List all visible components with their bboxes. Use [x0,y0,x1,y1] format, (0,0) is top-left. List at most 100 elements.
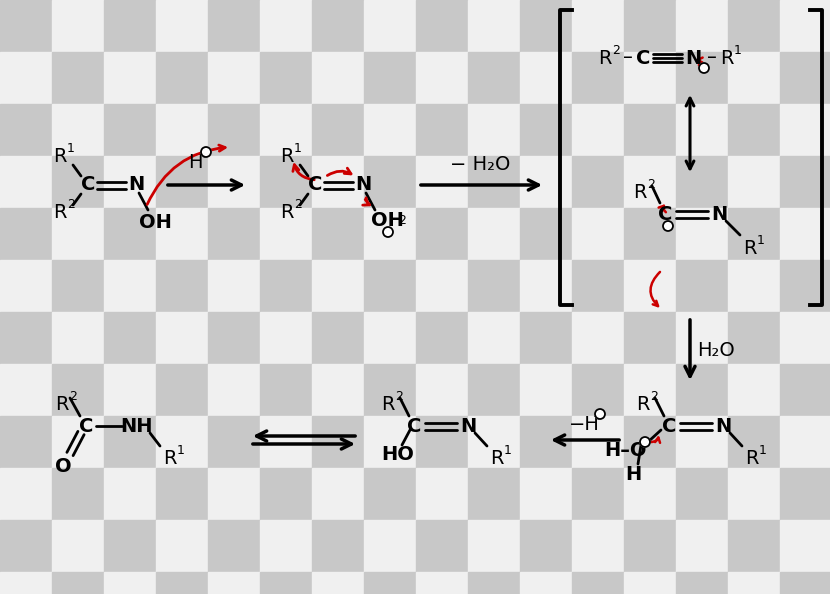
Bar [208,208,260,260]
Bar [364,208,416,260]
Bar [520,0,572,52]
Circle shape [383,227,393,237]
Bar [676,416,728,468]
Bar [728,572,780,594]
Bar [104,260,156,312]
Bar [52,312,104,364]
Bar [104,364,156,416]
Bar [208,416,260,468]
Bar [780,364,830,416]
Bar [156,52,208,104]
Bar [364,312,416,364]
Bar [468,0,520,52]
Bar [364,572,416,594]
Bar [312,208,364,260]
Bar [468,520,520,572]
Text: 2: 2 [647,179,655,191]
Text: −H: −H [569,415,599,434]
Bar [208,572,260,594]
Bar [208,52,260,104]
Bar [572,572,624,594]
Circle shape [595,409,605,419]
Bar [208,520,260,572]
Bar [52,0,104,52]
Bar [520,312,572,364]
Text: R: R [164,448,177,467]
Bar [676,364,728,416]
Text: N: N [460,416,476,435]
Bar [0,468,52,520]
Bar [0,104,52,156]
Bar [260,572,312,594]
Bar [572,208,624,260]
Text: − H₂O: − H₂O [450,156,510,175]
Bar [520,364,572,416]
Bar [572,468,624,520]
Bar [468,260,520,312]
Bar [468,312,520,364]
Bar [624,468,676,520]
Circle shape [699,63,709,73]
Text: R: R [745,448,759,467]
Bar [728,104,780,156]
Bar [312,364,364,416]
Bar [0,572,52,594]
Text: +: + [641,437,649,447]
Bar [468,468,520,520]
Text: R: R [743,239,757,258]
Bar [676,52,728,104]
Text: N: N [685,49,701,68]
Bar [468,364,520,416]
Text: R: R [720,49,734,68]
Bar [416,520,468,572]
Bar [624,52,676,104]
Bar [52,156,104,208]
Bar [104,468,156,520]
Text: 2: 2 [67,198,75,211]
Bar [780,208,830,260]
Bar [156,468,208,520]
Bar [52,104,104,156]
Bar [468,104,520,156]
Text: R: R [381,396,395,415]
Bar [156,416,208,468]
Bar [364,52,416,104]
Text: H: H [188,153,203,172]
Text: R: R [281,147,294,166]
Bar [312,468,364,520]
Text: 2: 2 [612,43,620,56]
Bar [364,364,416,416]
Text: –: – [707,49,717,68]
Bar [520,468,572,520]
Bar [520,260,572,312]
Bar [468,52,520,104]
Bar [0,0,52,52]
Bar [572,416,624,468]
Bar [572,364,624,416]
Bar [156,0,208,52]
Text: +: + [664,221,672,231]
Bar [156,260,208,312]
Bar [416,52,468,104]
Bar [728,260,780,312]
Text: H–O: H–O [603,441,647,460]
Bar [260,520,312,572]
Text: C: C [662,416,676,435]
Bar [104,52,156,104]
Bar [260,260,312,312]
Text: 1: 1 [67,143,75,156]
Bar [364,468,416,520]
Bar [312,260,364,312]
Text: –: – [623,49,633,68]
Bar [468,208,520,260]
Bar [416,416,468,468]
Bar [52,208,104,260]
Circle shape [663,221,673,231]
Text: R: R [53,147,66,166]
Bar [520,156,572,208]
Bar [624,416,676,468]
Bar [260,208,312,260]
Text: +: + [202,147,210,157]
Text: OH: OH [139,213,172,232]
Bar [52,52,104,104]
